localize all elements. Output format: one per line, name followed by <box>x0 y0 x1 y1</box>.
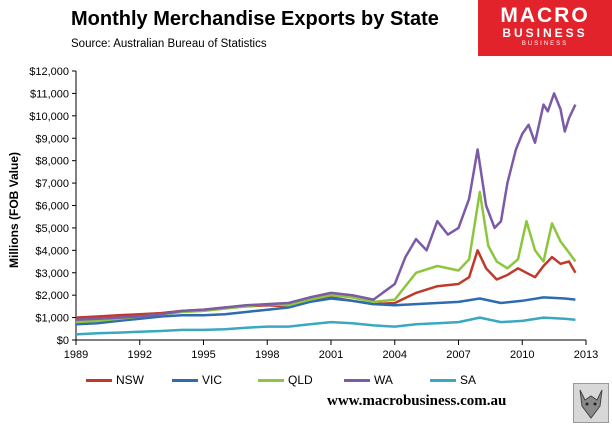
series-line-wa <box>75 92 577 322</box>
logo-line-1: MACRO <box>500 4 590 27</box>
y-tick-label: $3,000 <box>35 268 69 280</box>
x-tick-label: 2007 <box>446 349 470 361</box>
legend-item-qld: QLD <box>258 373 344 387</box>
x-tick-label: 2013 <box>574 349 598 361</box>
legend-item-sa: SA <box>430 373 516 387</box>
legend-swatch <box>430 378 456 382</box>
legend-label: WA <box>374 373 393 387</box>
x-tick-label: 1998 <box>255 349 279 361</box>
legend-swatch <box>258 378 284 382</box>
logo-line-3: BUSINESS <box>521 41 569 47</box>
y-tick-label: $6,000 <box>35 201 69 213</box>
x-tick-label: 1995 <box>191 349 215 361</box>
chart-series <box>75 92 577 336</box>
y-tick-label: $11,000 <box>30 88 69 100</box>
legend-label: VIC <box>202 373 223 387</box>
chart-title: Monthly Merchandise Exports by State <box>71 8 439 30</box>
y-tick-label: $7,000 <box>35 178 69 190</box>
y-tick-label: $0 <box>57 335 69 347</box>
y-tick-label: $4,000 <box>35 245 69 257</box>
y-tick-label: $5,000 <box>35 223 69 235</box>
y-tick-label: $10,000 <box>29 111 69 123</box>
legend-label: QLD <box>288 373 313 387</box>
y-tick-label: $1,000 <box>35 313 69 325</box>
chart-axes: $0 $1,000 $2,000 $3,000 $4,000 $5,000 $6,000 $7… <box>29 66 598 361</box>
y-tick-label: $2,000 <box>35 290 69 302</box>
legend-label: NSW <box>116 373 144 387</box>
x-tick-label: 1989 <box>64 349 88 361</box>
chart-legend: NSW VIC QLD WA SA <box>86 373 516 387</box>
footer-url: www.macrobusiness.com.au <box>327 393 507 409</box>
x-tick-label: 1992 <box>128 349 152 361</box>
x-tick-label: 2004 <box>383 349 407 361</box>
legend-swatch <box>344 378 370 382</box>
series-line-sa <box>75 316 576 336</box>
y-tick-label: $9,000 <box>35 133 69 145</box>
legend-swatch <box>172 378 198 382</box>
legend-label: SA <box>460 373 477 387</box>
y-tick-label: $12,000 <box>29 66 69 78</box>
legend-swatch <box>86 378 112 382</box>
series-line-vic <box>75 296 576 326</box>
macrobusiness-logo: MACRO BUSINESS BUSINESS <box>478 0 612 56</box>
x-tick-label: 2001 <box>319 349 343 361</box>
logo-line-2: BUSINESS <box>502 26 588 40</box>
y-tick-label: $8,000 <box>35 156 69 168</box>
chart-source: Source: Australian Bureau of Statistics <box>71 38 267 50</box>
legend-item-nsw: NSW <box>86 373 172 387</box>
series-line-nsw <box>75 249 577 319</box>
legend-item-vic: VIC <box>172 373 258 387</box>
x-tick-label: 2010 <box>510 349 534 361</box>
legend-item-wa: WA <box>344 373 430 387</box>
wolf-mascot-icon <box>573 383 609 423</box>
